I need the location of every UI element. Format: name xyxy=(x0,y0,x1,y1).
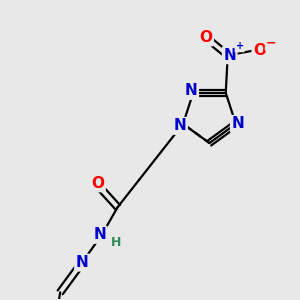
Text: N: N xyxy=(174,118,187,134)
Text: N: N xyxy=(231,116,244,131)
Text: +: + xyxy=(236,41,244,51)
Text: O: O xyxy=(200,30,212,45)
Text: N: N xyxy=(185,83,197,98)
Text: −: − xyxy=(266,37,277,50)
Text: H: H xyxy=(110,236,121,249)
Text: O: O xyxy=(253,43,266,58)
Text: O: O xyxy=(92,176,104,191)
Text: N: N xyxy=(94,227,106,242)
Text: N: N xyxy=(223,48,236,63)
Text: N: N xyxy=(76,255,88,270)
